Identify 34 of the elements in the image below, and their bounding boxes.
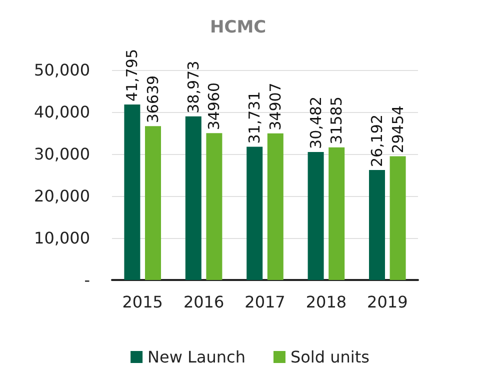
bar bbox=[390, 156, 406, 280]
data-label: 34960 bbox=[205, 82, 224, 130]
y-tick-label: 10,000 bbox=[34, 228, 90, 248]
y-tick-label: 40,000 bbox=[34, 102, 90, 122]
bar bbox=[369, 170, 385, 280]
bar bbox=[328, 147, 345, 280]
bar bbox=[124, 104, 140, 280]
bar bbox=[145, 126, 161, 280]
data-label: 31,731 bbox=[246, 91, 264, 144]
data-label: 30,482 bbox=[306, 96, 325, 149]
x-tick-label: 2018 bbox=[306, 292, 347, 312]
data-label: 29454 bbox=[388, 106, 407, 154]
legend-label: Sold units bbox=[290, 348, 370, 366]
bar bbox=[267, 133, 284, 280]
bar bbox=[206, 133, 222, 280]
y-tick-label: 30,000 bbox=[34, 144, 90, 164]
x-tick-label: 2019 bbox=[367, 292, 408, 312]
data-label: 31585 bbox=[328, 96, 346, 144]
x-tick-label: 2016 bbox=[183, 292, 224, 312]
bar bbox=[185, 116, 202, 280]
x-tick-label: 2017 bbox=[244, 292, 286, 312]
x-tick-label: 2015 bbox=[122, 292, 163, 312]
data-label: 36639 bbox=[144, 75, 162, 124]
bar bbox=[308, 152, 324, 280]
y-tick-label: 50,000 bbox=[34, 60, 90, 80]
data-label: 38,973 bbox=[184, 60, 202, 114]
data-label: 26,192 bbox=[368, 114, 386, 167]
y-tick-label: - bbox=[84, 270, 90, 290]
bar bbox=[246, 146, 263, 280]
chart-title: HCMC bbox=[210, 18, 266, 38]
data-label: 34907 bbox=[266, 82, 284, 130]
y-tick-label: 20,000 bbox=[34, 186, 90, 206]
data-label: 41,795 bbox=[123, 48, 142, 102]
legend-label: New Launch bbox=[148, 348, 246, 366]
